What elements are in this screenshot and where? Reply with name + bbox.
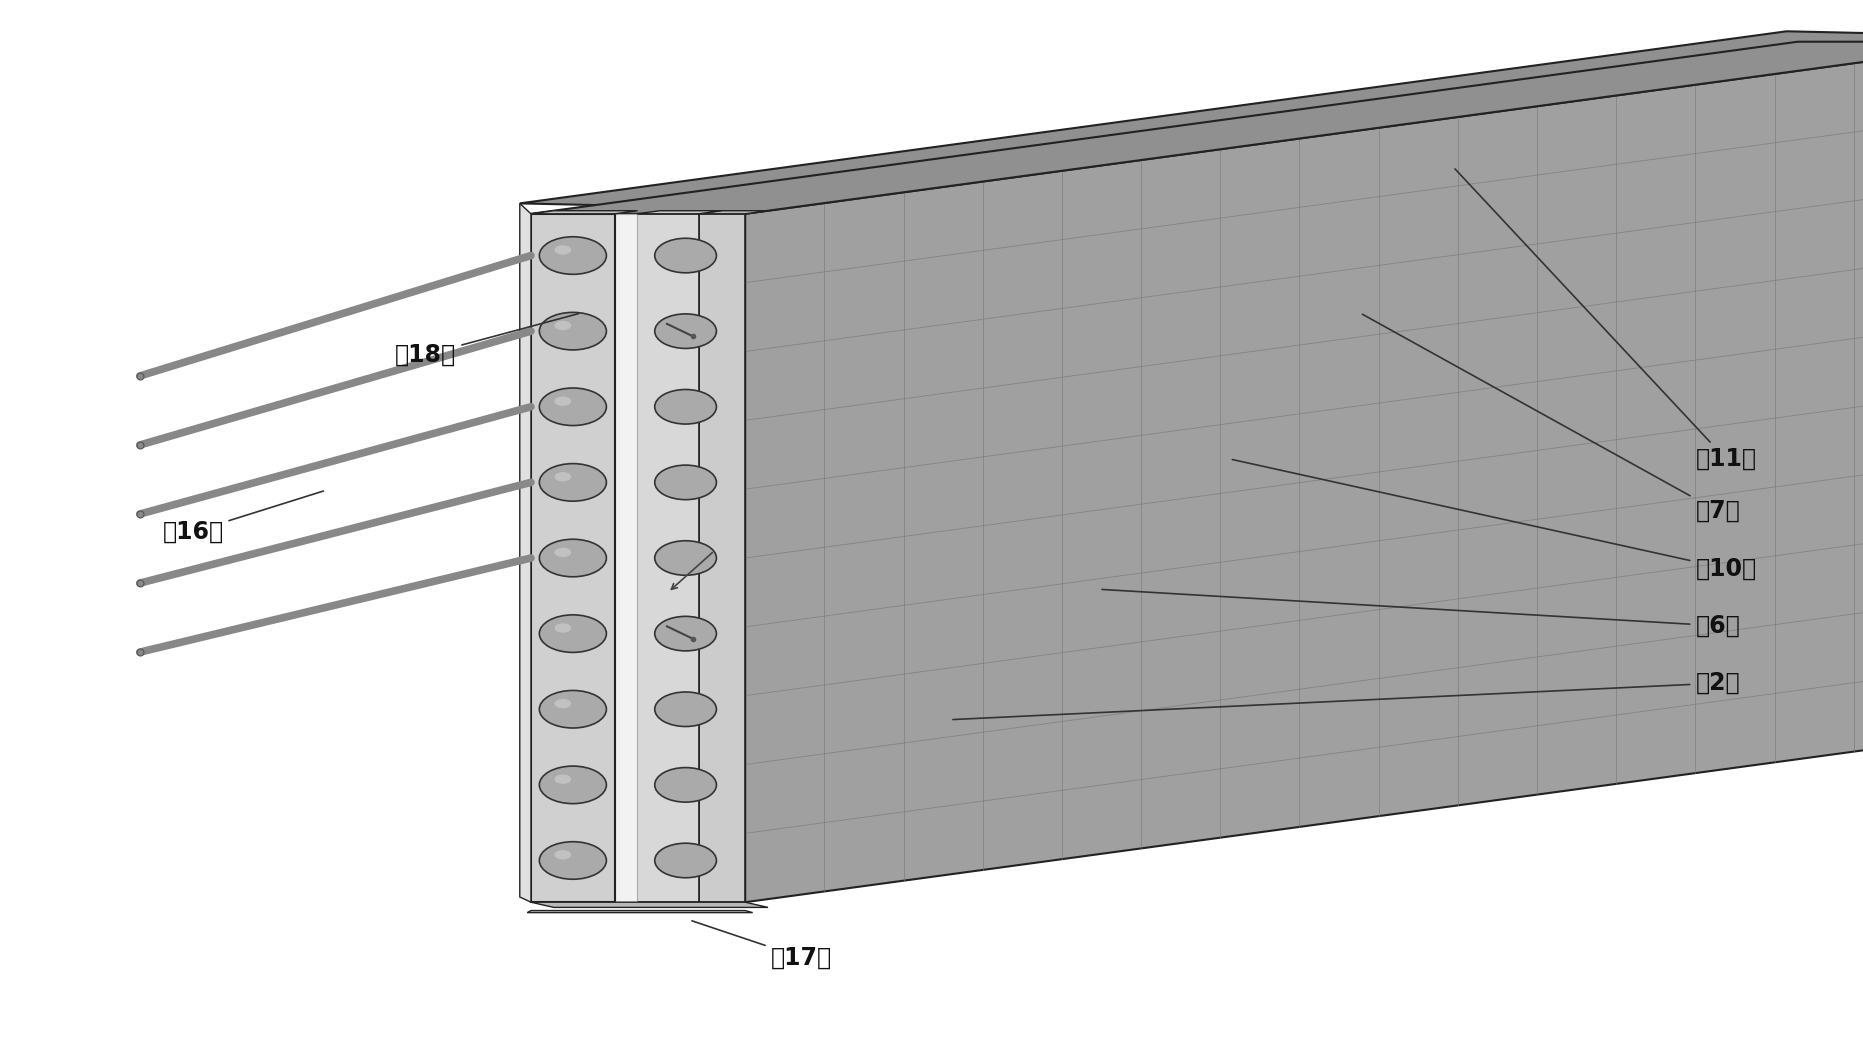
Polygon shape — [527, 911, 753, 913]
Polygon shape — [520, 203, 531, 902]
Circle shape — [555, 699, 572, 708]
Circle shape — [540, 614, 607, 653]
Circle shape — [555, 321, 572, 331]
Circle shape — [555, 396, 572, 406]
Circle shape — [654, 540, 717, 576]
Polygon shape — [531, 902, 768, 907]
Circle shape — [555, 548, 572, 557]
Polygon shape — [699, 214, 745, 902]
Circle shape — [654, 768, 717, 802]
Circle shape — [555, 624, 572, 633]
Circle shape — [654, 314, 717, 348]
Polygon shape — [699, 211, 768, 214]
Circle shape — [654, 616, 717, 651]
Circle shape — [654, 465, 717, 500]
Circle shape — [540, 463, 607, 501]
Polygon shape — [531, 211, 637, 214]
Text: 〆18〇: 〆18〇 — [395, 314, 579, 367]
Circle shape — [540, 312, 607, 349]
Text: 〆10〇: 〆10〇 — [1231, 460, 1757, 581]
Polygon shape — [531, 42, 1863, 214]
Polygon shape — [520, 31, 1863, 209]
Text: 〆11〇: 〆11〇 — [1455, 169, 1757, 471]
Polygon shape — [615, 214, 637, 902]
Circle shape — [540, 388, 607, 426]
Polygon shape — [637, 211, 721, 214]
Circle shape — [654, 389, 717, 425]
Text: 〆6〇: 〆6〇 — [1101, 589, 1740, 638]
Polygon shape — [745, 42, 1863, 902]
Polygon shape — [531, 214, 615, 902]
Circle shape — [540, 539, 607, 577]
Circle shape — [654, 692, 717, 727]
Circle shape — [555, 850, 572, 859]
Circle shape — [654, 238, 717, 273]
Text: 〆7〇: 〆7〇 — [1362, 314, 1740, 524]
Circle shape — [555, 472, 572, 482]
Text: 〆2〇: 〆2〇 — [952, 671, 1740, 720]
Polygon shape — [637, 214, 699, 902]
Text: 〆17〇: 〆17〇 — [691, 921, 831, 970]
Circle shape — [540, 842, 607, 879]
Text: 〆16〇: 〆16〇 — [162, 491, 324, 544]
Circle shape — [555, 775, 572, 784]
Circle shape — [540, 690, 607, 728]
Circle shape — [654, 843, 717, 878]
Circle shape — [555, 245, 572, 254]
Circle shape — [540, 766, 607, 803]
Circle shape — [540, 237, 607, 274]
